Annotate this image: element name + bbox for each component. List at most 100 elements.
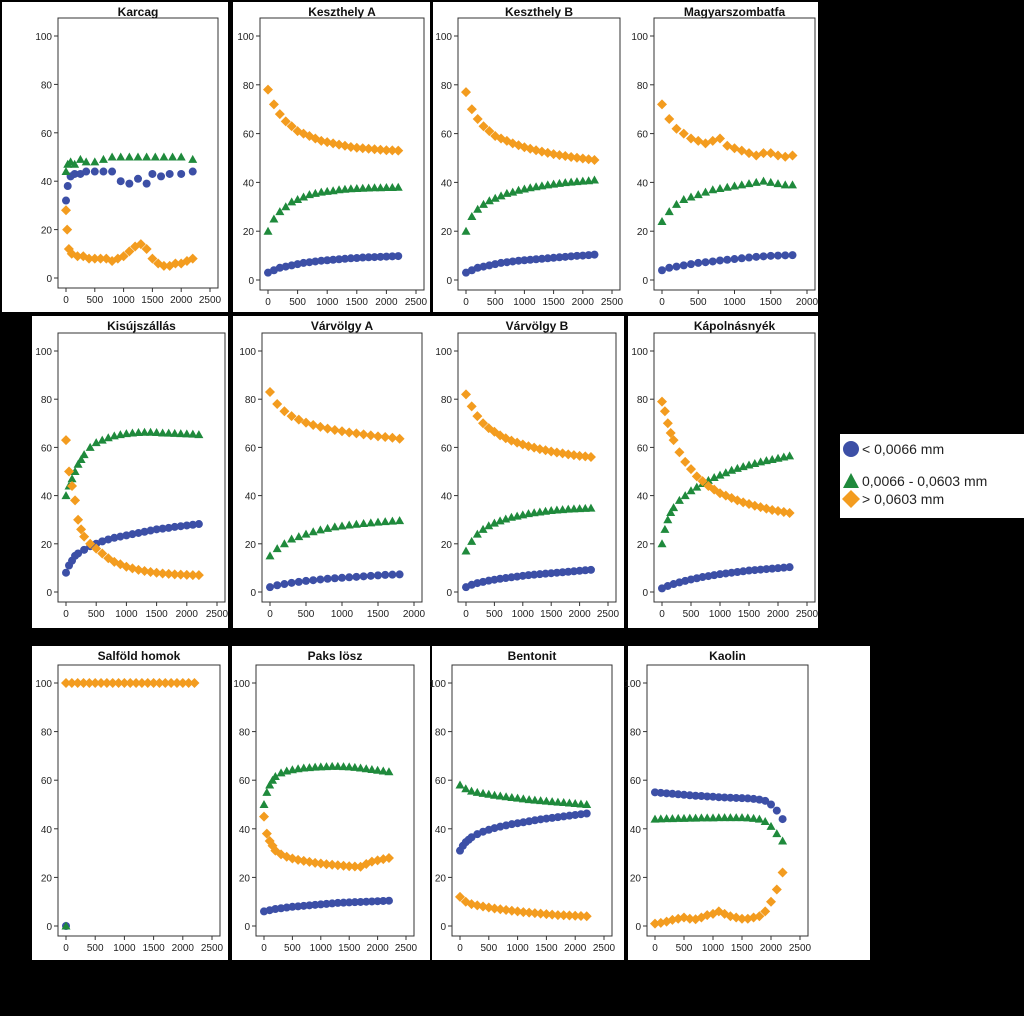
data-point-circle — [714, 793, 723, 802]
data-point-circle — [299, 258, 308, 267]
data-point-circle — [687, 260, 695, 269]
data-point-triangle — [168, 152, 178, 161]
data-point-circle — [317, 256, 326, 265]
data-point-circle — [727, 568, 736, 577]
data-point-circle — [584, 251, 593, 260]
data-point-circle — [497, 258, 506, 267]
data-point-diamond — [581, 911, 592, 922]
data-point-diamond — [62, 224, 73, 235]
data-point-triangle — [507, 792, 517, 801]
plot-frame — [653, 332, 816, 603]
data-point-circle — [366, 571, 375, 580]
x-tick-label: 500 — [487, 297, 504, 308]
y-tick-label: 40 — [630, 825, 642, 836]
data-point-triangle — [97, 435, 107, 444]
data-point-circle — [134, 528, 143, 537]
data-point-triangle — [650, 814, 660, 823]
data-point-diamond — [131, 678, 142, 688]
data-point-triangle — [663, 515, 673, 524]
data-point-triangle — [279, 539, 289, 548]
data-point-diamond — [680, 456, 691, 467]
data-point-circle — [142, 179, 151, 188]
data-point-diamond — [383, 852, 394, 863]
data-point-diamond — [338, 860, 349, 871]
data-point-diamond — [495, 904, 506, 915]
data-point-triangle — [85, 442, 95, 451]
data-point-triangle — [455, 780, 465, 789]
legend: < 0,0066 mm 0,0066 - 0,0603 mm > 0,0603 … — [840, 434, 1024, 518]
data-point-diamond — [72, 678, 83, 688]
data-point-circle — [732, 793, 741, 802]
x-tick-label: 2000 — [375, 297, 398, 308]
data-point-triangle — [484, 789, 494, 798]
data-point-diamond — [73, 514, 84, 525]
y-tick-label: 20 — [637, 227, 649, 238]
x-tick-label: 500 — [289, 297, 306, 308]
data-point-circle — [543, 254, 552, 263]
data-point-diamond — [691, 471, 702, 482]
data-point-triangle — [287, 534, 297, 543]
y-tick-label: 40 — [245, 492, 257, 503]
data-point-diamond — [375, 144, 386, 155]
x-tick-label: 500 — [298, 609, 315, 620]
data-point-triangle — [124, 152, 134, 161]
data-point-triangle — [702, 813, 712, 822]
data-point-triangle — [715, 184, 725, 192]
data-point-triangle — [730, 181, 739, 190]
y-tick-label: 0 — [440, 922, 446, 933]
data-point-triangle — [478, 524, 488, 533]
data-point-diamond — [89, 253, 100, 264]
data-point-diamond — [484, 126, 495, 137]
data-point-circle — [561, 252, 570, 261]
data-point-diamond — [124, 246, 135, 257]
chart-title: Kaolin — [709, 649, 746, 663]
data-point-diamond — [737, 913, 747, 924]
data-point-triangle — [691, 813, 701, 822]
data-point-triangle — [127, 428, 137, 437]
data-point-circle — [90, 167, 99, 176]
x-tick-label: 2500 — [597, 609, 620, 620]
data-point-circle — [388, 252, 397, 261]
data-point-diamond — [541, 909, 552, 920]
data-point-circle — [339, 898, 348, 907]
x-tick-label: 1500 — [760, 297, 783, 308]
x-tick-label: 1500 — [540, 609, 563, 620]
x-tick-label: 500 — [87, 943, 104, 954]
data-point-circle — [395, 570, 404, 579]
data-point-diamond — [76, 524, 87, 535]
panel-background — [233, 2, 430, 312]
data-point-triangle — [708, 813, 718, 822]
data-point-circle — [737, 254, 746, 263]
data-point-triangle — [731, 813, 741, 822]
data-point-diamond — [158, 260, 169, 271]
data-point-circle — [350, 898, 359, 907]
data-point-circle — [364, 253, 373, 262]
data-point-triangle — [361, 764, 371, 773]
x-tick-label: 2500 — [593, 943, 616, 954]
data-point-triangle — [780, 180, 790, 189]
x-tick-label: 1500 — [738, 609, 761, 620]
data-point-circle — [662, 789, 671, 798]
data-point-diamond — [780, 151, 791, 162]
x-tick-label: 0 — [265, 297, 271, 308]
y-tick-label: 80 — [630, 728, 642, 739]
chart-title: Karcag — [118, 5, 159, 19]
x-tick-label: 2000 — [796, 297, 819, 308]
data-point-diamond — [274, 109, 285, 120]
data-point-diamond — [79, 531, 90, 542]
data-point-circle — [388, 570, 397, 579]
y-tick-label: 40 — [637, 178, 649, 189]
chart-title: Várvölgy B — [506, 319, 569, 333]
data-point-diamond — [659, 406, 670, 417]
data-point-circle — [567, 252, 576, 261]
data-point-triangle — [194, 430, 204, 439]
data-point-triangle — [766, 821, 776, 830]
data-point-triangle — [373, 765, 383, 774]
y-tick-label: 100 — [239, 347, 256, 358]
chart-title: Keszthely B — [505, 5, 573, 19]
data-point-diamond — [78, 678, 89, 688]
x-tick-label: 500 — [676, 943, 693, 954]
data-point-triangle — [473, 204, 483, 213]
data-point-triangle — [188, 154, 198, 163]
